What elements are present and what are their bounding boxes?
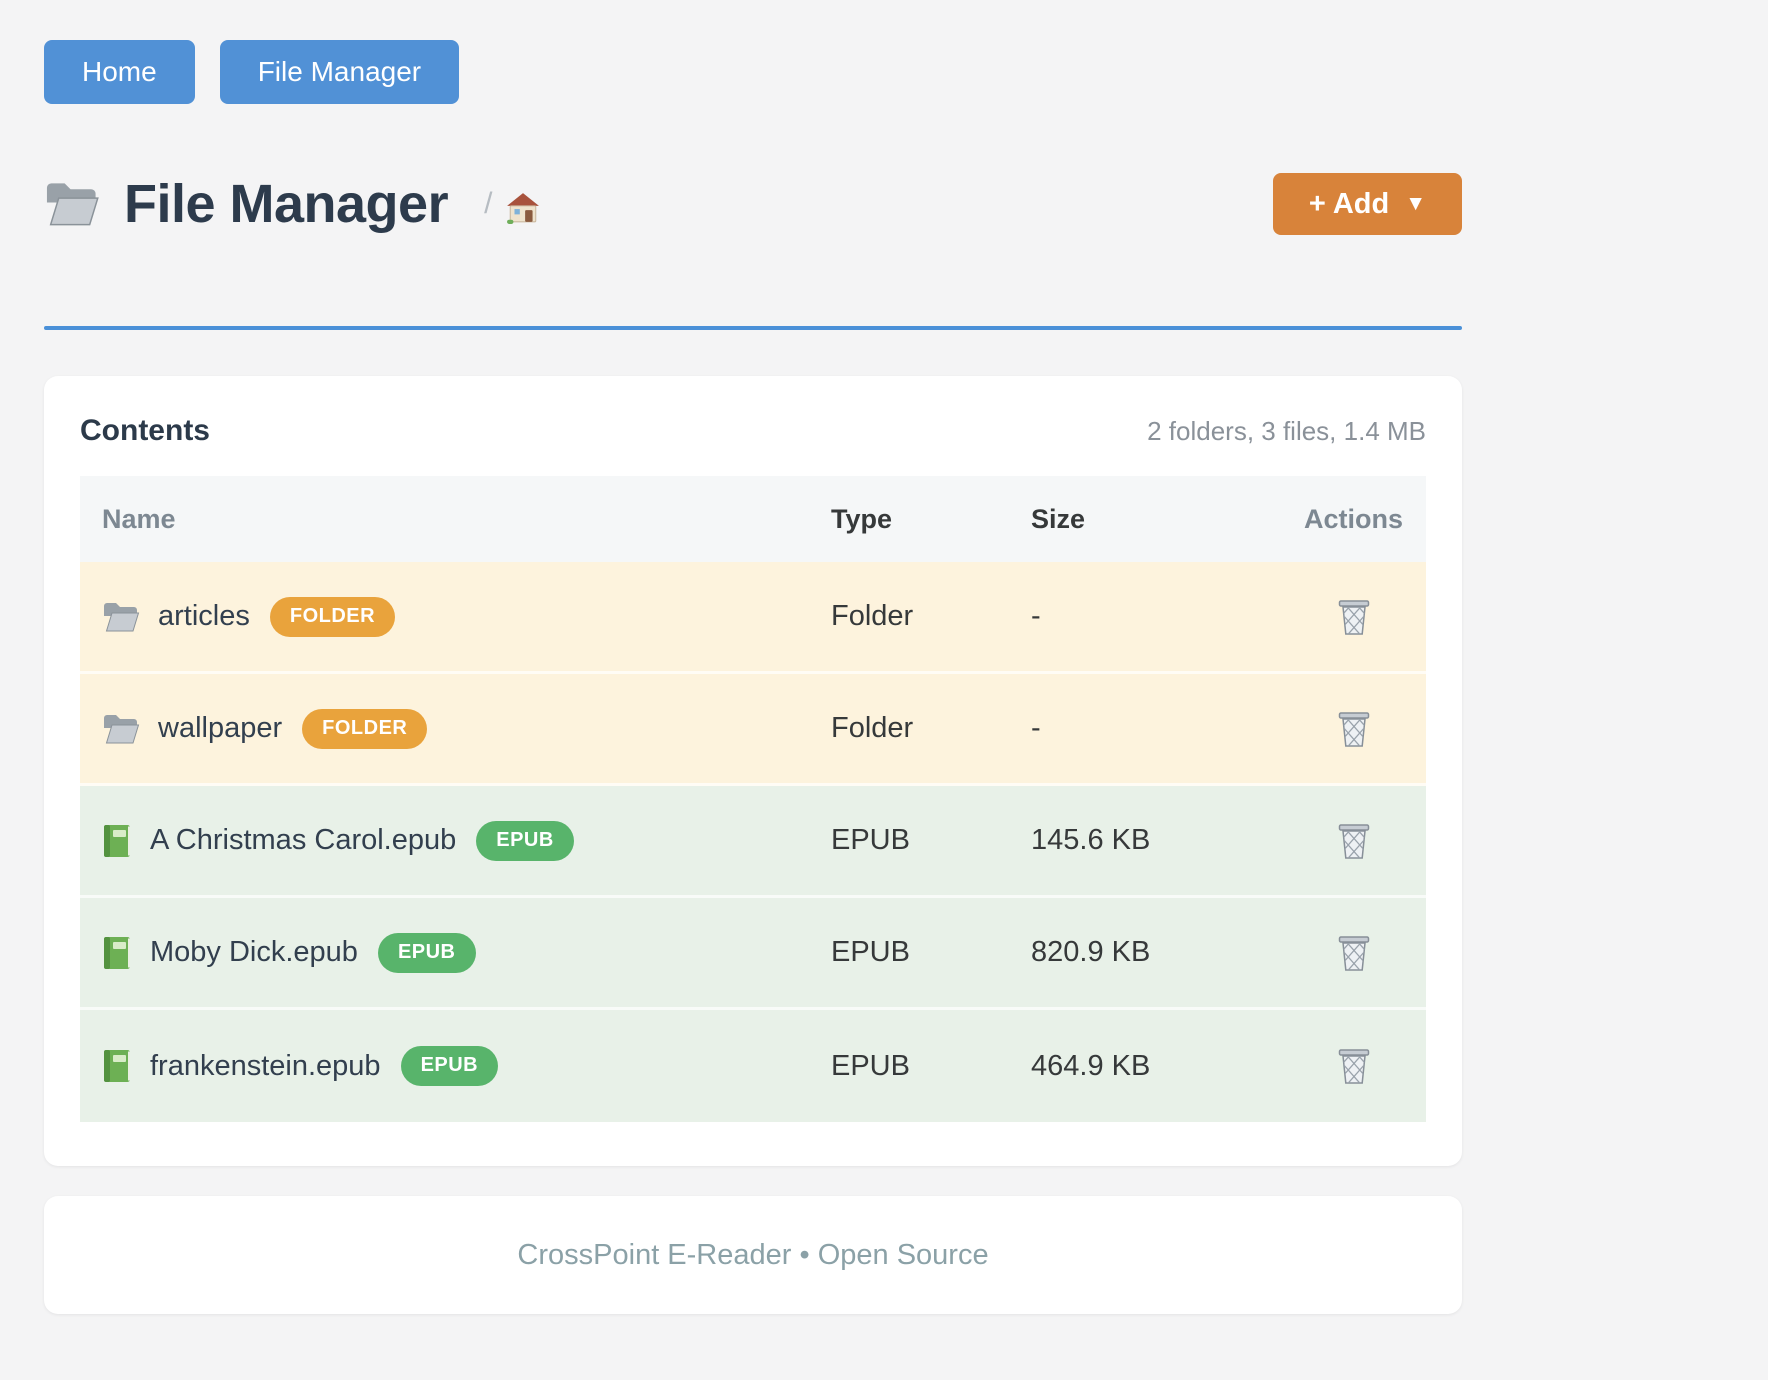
file-name[interactable]: articles: [158, 600, 250, 632]
file-name[interactable]: A Christmas Carol.epub: [150, 824, 457, 856]
cell-type: EPUB: [831, 936, 910, 968]
title-divider: [44, 326, 1462, 330]
page-header: File Manager / + Add ▼: [44, 164, 1462, 244]
trash-icon[interactable]: [1337, 1047, 1371, 1085]
add-button-label: + Add: [1308, 187, 1390, 220]
breadcrumb-separator: /: [484, 187, 493, 220]
cell-size: 464.9 KB: [1031, 1049, 1151, 1082]
table-header-row: Name Type Size Actions: [80, 476, 1426, 562]
table-row[interactable]: articles FOLDER Folder -: [80, 562, 1426, 674]
cell-size: 145.6 KB: [1031, 824, 1151, 856]
folder-icon: [44, 180, 100, 228]
type-badge: EPUB: [476, 820, 574, 861]
contents-summary: 2 folders, 3 files, 1.4 MB: [1147, 416, 1426, 446]
type-badge: FOLDER: [269, 596, 396, 637]
type-badge: EPUB: [400, 1046, 499, 1086]
cell-type: Folder: [831, 712, 914, 744]
file-table: Name Type Size Actions articles FOLDER: [80, 476, 1426, 1122]
add-button[interactable]: + Add ▼: [1272, 173, 1462, 235]
footer-card: CrossPoint E-Reader • Open Source: [44, 1196, 1462, 1314]
cell-size: 820.9 KB: [1031, 936, 1151, 968]
file-name[interactable]: frankenstein.epub: [150, 1049, 381, 1082]
cell-size: -: [1031, 600, 1041, 632]
cell-type: EPUB: [831, 1049, 910, 1082]
table-row[interactable]: Moby Dick.epub EPUB EPUB 820.9 KB: [80, 898, 1426, 1010]
type-badge: FOLDER: [302, 708, 428, 749]
nav-button-home[interactable]: Home: [44, 40, 195, 104]
table-row[interactable]: wallpaper FOLDER Folder -: [80, 674, 1426, 786]
table-row[interactable]: frankenstein.epub EPUB EPUB 464.9 KB: [80, 1010, 1426, 1122]
folder-icon: [102, 713, 140, 745]
book-icon: [102, 936, 132, 970]
file-name[interactable]: Moby Dick.epub: [150, 936, 358, 968]
column-header-size: Size: [1031, 503, 1086, 534]
file-name[interactable]: wallpaper: [158, 712, 283, 744]
page-container: Home File Manager File Manager /: [44, 0, 1462, 1314]
column-header-type: Type: [831, 503, 893, 534]
footer-text: CrossPoint E-Reader • Open Source: [517, 1238, 989, 1271]
contents-heading: Contents: [80, 414, 210, 447]
type-badge: EPUB: [377, 932, 476, 973]
cell-size: -: [1031, 712, 1041, 744]
trash-icon[interactable]: [1337, 822, 1371, 860]
folder-icon: [102, 601, 140, 633]
nav-button-file-manager[interactable]: File Manager: [219, 40, 460, 104]
contents-card: Contents 2 folders, 3 files, 1.4 MB Name…: [44, 376, 1462, 1166]
book-icon: [102, 1049, 132, 1083]
column-header-name: Name: [102, 503, 176, 534]
cell-type: Folder: [831, 600, 914, 632]
table-row[interactable]: A Christmas Carol.epub EPUB EPUB 145.6 K…: [80, 786, 1426, 898]
cell-type: EPUB: [831, 824, 910, 856]
column-header-actions: Actions: [1303, 503, 1403, 534]
book-icon: [102, 824, 132, 858]
page-title: File Manager: [124, 174, 449, 234]
house-icon[interactable]: [506, 192, 540, 224]
chevron-down-icon: ▼: [1405, 192, 1426, 215]
trash-icon[interactable]: [1337, 598, 1371, 636]
trash-icon[interactable]: [1337, 934, 1371, 972]
trash-icon[interactable]: [1337, 710, 1371, 748]
top-nav: Home File Manager: [44, 40, 1462, 104]
